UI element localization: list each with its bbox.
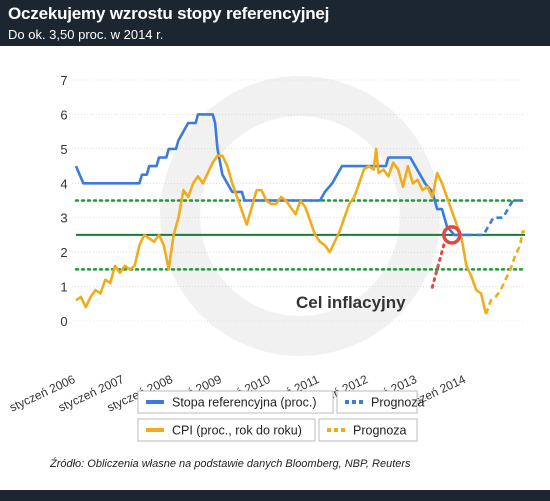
legend-box bbox=[336, 390, 418, 414]
footer-bar bbox=[0, 490, 550, 501]
chart-title: Oczekujemy wzrostu stopy referencyjnej bbox=[8, 4, 330, 23]
series-line bbox=[484, 230, 525, 315]
legend-label: Stopa referencyjna (proc.) bbox=[172, 396, 317, 410]
legend-label: CPI (proc., rok do roku) bbox=[172, 424, 302, 438]
y-tick-label: 0 bbox=[60, 314, 67, 329]
series-line bbox=[466, 199, 523, 237]
y-tick-label: 6 bbox=[60, 107, 67, 122]
legend-box bbox=[137, 390, 334, 414]
y-tick-label: 1 bbox=[60, 280, 67, 295]
legend-box bbox=[137, 418, 316, 442]
y-tick-label: 4 bbox=[60, 176, 67, 191]
series-line bbox=[75, 147, 488, 315]
chart-subtitle: Do ok. 3,50 proc. w 2014 r. bbox=[8, 27, 164, 42]
inflation-target-marker bbox=[442, 225, 462, 245]
legend-box bbox=[318, 418, 418, 442]
header-bar: Oczekujemy wzrostu stopy referencyjnej D… bbox=[0, 0, 550, 46]
y-tick-label: 2 bbox=[60, 245, 67, 260]
series-line bbox=[74, 113, 467, 237]
annotation-label: Cel inflacyjny bbox=[296, 293, 406, 312]
y-tick-label: 5 bbox=[60, 142, 67, 157]
legend-label: Prognoza bbox=[371, 396, 425, 410]
source-note: Źródło: Obliczenia własne na podstawie d… bbox=[50, 458, 411, 470]
y-tick-label: 7 bbox=[60, 73, 67, 88]
annotation-pointer bbox=[430, 243, 446, 289]
y-tick-label: 3 bbox=[60, 211, 67, 226]
legend-label: Prognoza bbox=[353, 424, 407, 438]
